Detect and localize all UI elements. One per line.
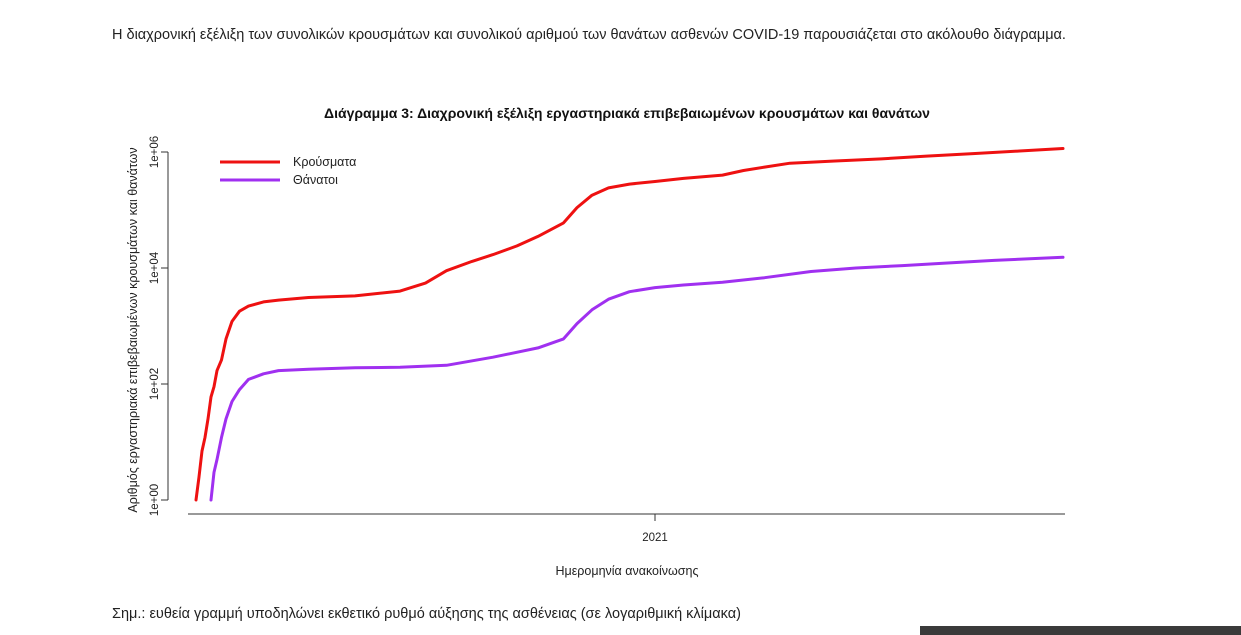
chart-title: Διάγραμμα 3: Διαχρονική εξέλιξη εργαστηρ… xyxy=(324,105,930,121)
legend: Κρούσματα Θάνατοι xyxy=(220,155,356,187)
y-axis: 1e+00 1e+02 1e+04 1e+06 xyxy=(149,136,169,516)
series-line-2 xyxy=(209,255,1065,502)
legend-label-2: Θάνατοι xyxy=(293,173,338,187)
y-tick-label: 1e+00 xyxy=(149,484,161,516)
series-layer xyxy=(194,147,1065,502)
y-tick-label: 1e+02 xyxy=(149,368,161,400)
footnote: Σημ.: ευθεία γραμμή υποδηλώνει εκθετικό … xyxy=(112,606,741,622)
y-axis-label: Αριθμός εργαστηριακά επιβεβαιωμένων κρου… xyxy=(126,147,140,512)
chart: Διάγραμμα 3: Διαχρονική εξέλιξη εργαστηρ… xyxy=(126,105,1065,578)
y-tick-label: 1e+06 xyxy=(149,136,161,168)
x-tick-label: 2021 xyxy=(642,532,668,544)
x-axis-label: Ημερομηνία ανακοίνωσης xyxy=(556,564,699,578)
window-edge-bar xyxy=(920,626,1241,635)
intro-paragraph: Η διαχρονική εξέλιξη των συνολικών κρουσ… xyxy=(112,27,1066,43)
legend-label-1: Κρούσματα xyxy=(293,155,356,169)
y-tick-label: 1e+04 xyxy=(149,251,161,284)
x-axis: 2021 xyxy=(188,513,1065,544)
series-line-1 xyxy=(194,147,1065,502)
